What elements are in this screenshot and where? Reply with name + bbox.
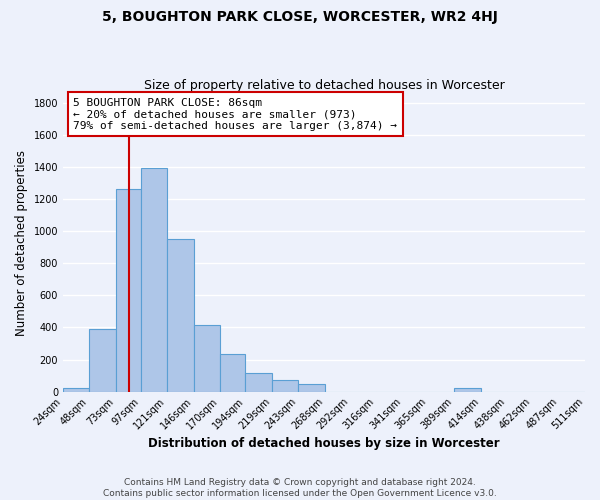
Text: 5, BOUGHTON PARK CLOSE, WORCESTER, WR2 4HJ: 5, BOUGHTON PARK CLOSE, WORCESTER, WR2 4… [102, 10, 498, 24]
Text: 5 BOUGHTON PARK CLOSE: 86sqm
← 20% of detached houses are smaller (973)
79% of s: 5 BOUGHTON PARK CLOSE: 86sqm ← 20% of de… [73, 98, 397, 130]
Bar [245, 373, 272, 392]
Bar [167, 239, 194, 392]
Bar [194, 325, 220, 392]
Bar [141, 168, 167, 392]
Bar [454, 388, 481, 392]
Y-axis label: Number of detached properties: Number of detached properties [15, 150, 28, 336]
Bar [63, 388, 89, 392]
Bar [298, 384, 325, 392]
Title: Size of property relative to detached houses in Worcester: Size of property relative to detached ho… [143, 79, 505, 92]
Bar [89, 329, 116, 392]
X-axis label: Distribution of detached houses by size in Worcester: Distribution of detached houses by size … [148, 437, 500, 450]
Bar [220, 354, 245, 392]
Text: Contains HM Land Registry data © Crown copyright and database right 2024.
Contai: Contains HM Land Registry data © Crown c… [103, 478, 497, 498]
Bar [116, 190, 141, 392]
Bar [272, 380, 298, 392]
